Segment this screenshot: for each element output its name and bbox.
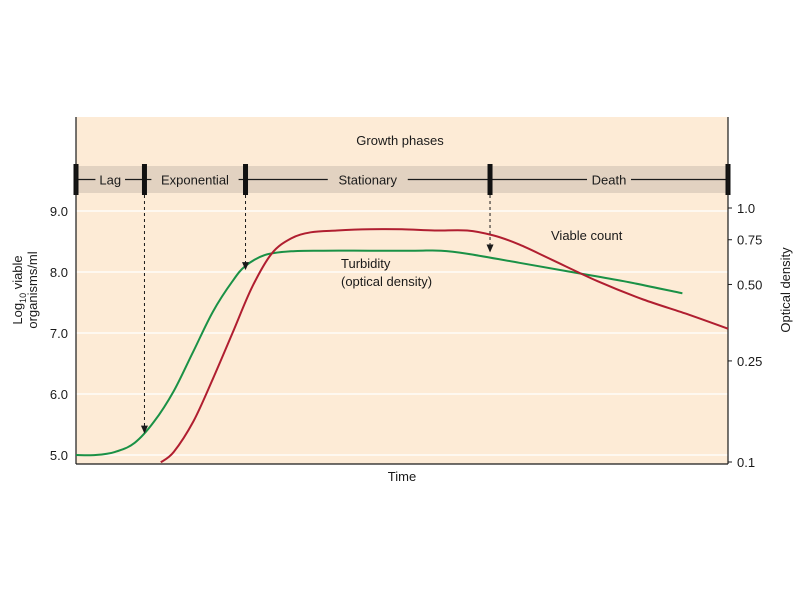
- gridlines: [76, 210, 728, 456]
- left-axis-label-rest: viable: [10, 255, 25, 293]
- left-tick-label: 7.0: [50, 326, 68, 341]
- left-axis-label: Log10 viable organisms/ml: [10, 251, 40, 328]
- left-tick-label: 9.0: [50, 204, 68, 219]
- left-tick-label: 6.0: [50, 387, 68, 402]
- x-axis-label: Time: [388, 469, 416, 484]
- phase-boundary-marker: [487, 164, 493, 195]
- phase-label-exponential: Exponential: [161, 173, 229, 188]
- turbidity-label: Turbidity: [341, 256, 391, 271]
- right-tick-label: 0.25: [737, 354, 762, 369]
- left-axis-label-subscript: 10: [18, 293, 28, 303]
- phase-label-stationary: Stationary: [338, 173, 397, 188]
- right-tick-label: 0.50: [737, 277, 762, 292]
- right-tick-label: 0.1: [737, 455, 755, 470]
- viable-count-label: Viable count: [551, 228, 623, 243]
- phase-bar: Lag Exponential Stationary Death: [73, 164, 731, 195]
- turbidity-sublabel: (optical density): [341, 274, 432, 289]
- phase-label-lag: Lag: [99, 173, 121, 188]
- phase-boundary-marker: [141, 164, 147, 195]
- series-group: [75, 228, 729, 464]
- chart-title: Growth phases: [356, 133, 444, 148]
- left-axis-label-line2: organisms/ml: [25, 251, 40, 328]
- left-tick-labels: 9.0 8.0 7.0 6.0 5.0: [50, 204, 68, 463]
- left-tick-label: 5.0: [50, 448, 68, 463]
- phase-label-death: Death: [592, 173, 627, 188]
- right-tick-label: 1.0: [737, 201, 755, 216]
- right-tick-label: 0.75: [737, 233, 762, 248]
- transition-arrow-head: [242, 262, 250, 271]
- phase-band: [76, 166, 728, 193]
- svg-text:Log10 viable: Log10 viable: [10, 255, 28, 324]
- transition-arrow-head: [140, 425, 148, 434]
- transition-arrow-head: [486, 244, 494, 253]
- phase-boundary-marker: [243, 164, 249, 195]
- left-tick-label: 8.0: [50, 265, 68, 280]
- right-axis-label: Optical density: [778, 247, 793, 333]
- left-axis-label-base: Log: [10, 303, 25, 325]
- transition-arrows: [140, 195, 494, 434]
- turbidity-line: [75, 249, 683, 457]
- viable-count-line: [160, 228, 729, 464]
- right-tick-labels: 1.0 0.75 0.50 0.25 0.1: [728, 201, 762, 470]
